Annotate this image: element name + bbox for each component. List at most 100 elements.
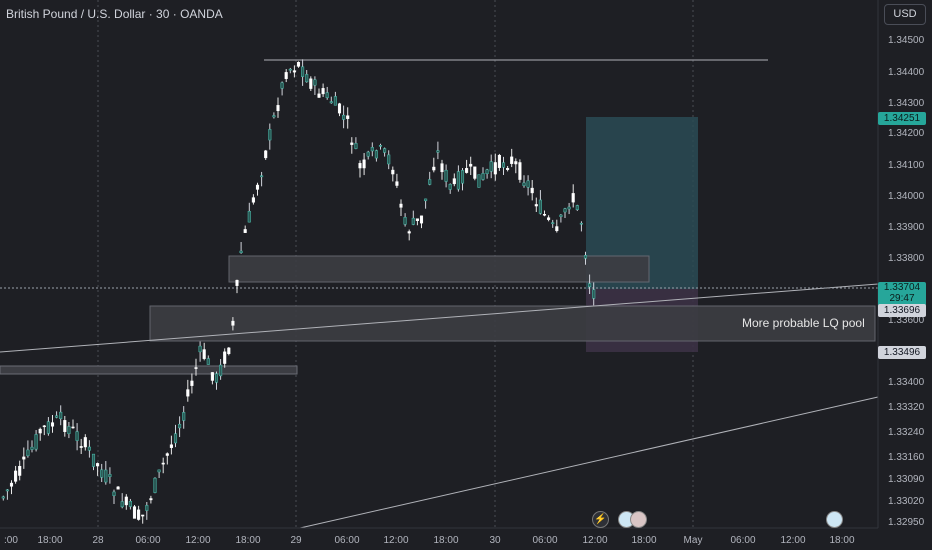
candle-body bbox=[342, 114, 346, 120]
candle-body bbox=[169, 444, 173, 448]
candle-body bbox=[120, 501, 124, 508]
candle-body bbox=[346, 115, 350, 119]
candles-group bbox=[1, 59, 596, 524]
upper-zone-box[interactable] bbox=[228, 255, 650, 283]
candle-body bbox=[477, 174, 481, 188]
candle-body bbox=[178, 423, 182, 429]
candle-body bbox=[42, 425, 46, 428]
mid-level-tag: 1.33696 bbox=[878, 304, 926, 317]
candle-body bbox=[202, 349, 206, 359]
candle-body bbox=[485, 169, 489, 174]
candle-body bbox=[440, 163, 444, 173]
candle-body bbox=[264, 150, 268, 159]
x-tick-label: :00 bbox=[4, 535, 18, 546]
candle-body bbox=[83, 437, 87, 448]
candle-body bbox=[592, 289, 596, 299]
y-tick-label: 1.33090 bbox=[888, 474, 925, 485]
candle-body bbox=[538, 199, 542, 214]
currency-button[interactable]: USD bbox=[884, 4, 926, 25]
candle-body bbox=[186, 389, 190, 397]
candle-body bbox=[444, 169, 448, 182]
candle-body bbox=[194, 367, 198, 369]
candle-body bbox=[387, 154, 391, 165]
candle-body bbox=[428, 179, 432, 185]
candle-body bbox=[559, 214, 563, 217]
candle-body bbox=[206, 358, 210, 365]
candle-body bbox=[383, 148, 387, 153]
candle-body bbox=[391, 169, 395, 175]
lq-pool-annotation[interactable]: More probable LQ pool bbox=[742, 316, 865, 330]
x-tick-label: 12:00 bbox=[185, 535, 210, 546]
candle-body bbox=[489, 161, 493, 172]
candle-body bbox=[329, 101, 333, 104]
candle-body bbox=[124, 496, 128, 506]
candle-body bbox=[231, 320, 235, 326]
trendline-lower[interactable] bbox=[299, 396, 879, 529]
candle-body bbox=[14, 470, 18, 482]
candle-body bbox=[481, 173, 485, 180]
countdown-timer: 29:47 bbox=[889, 293, 915, 304]
candle-body bbox=[87, 446, 91, 451]
candle-body bbox=[419, 215, 424, 224]
candle-body bbox=[292, 70, 296, 73]
candle-body bbox=[333, 96, 337, 106]
candle-body bbox=[534, 204, 538, 207]
x-tick-label: 06:00 bbox=[532, 535, 557, 546]
candle-body bbox=[5, 489, 9, 492]
candle-body bbox=[514, 161, 518, 165]
chart-title: British Pound / U.S. Dollar · 30 · OANDA bbox=[6, 7, 223, 21]
y-tick-label: 1.34400 bbox=[888, 67, 925, 78]
candle-body bbox=[104, 469, 108, 483]
candle-body bbox=[75, 431, 79, 441]
candle-body bbox=[182, 412, 186, 421]
candle-body bbox=[337, 103, 342, 114]
candle-body bbox=[501, 162, 506, 168]
candle-body bbox=[399, 203, 403, 208]
left-zone-box[interactable] bbox=[0, 365, 298, 375]
candle-body bbox=[280, 82, 284, 89]
y-tick-label: 1.33400 bbox=[888, 377, 925, 388]
y-tick-label: 1.34500 bbox=[888, 35, 925, 46]
candle-body bbox=[579, 222, 583, 225]
candle-body bbox=[55, 415, 59, 418]
candle-body bbox=[268, 129, 272, 141]
candle-body bbox=[493, 162, 497, 175]
x-tick-label: 18:00 bbox=[37, 535, 62, 546]
candle-body bbox=[309, 78, 313, 89]
candle-body bbox=[190, 380, 194, 386]
current-price-tag: 1.33704 29:47 bbox=[878, 282, 926, 306]
bolt-icon[interactable]: ⚡ bbox=[592, 511, 609, 528]
candle-body bbox=[214, 373, 219, 383]
candle-body bbox=[116, 486, 120, 490]
x-tick-label: 18:00 bbox=[829, 535, 854, 546]
candle-body bbox=[284, 72, 288, 79]
candle-body bbox=[251, 197, 255, 203]
candle-body bbox=[452, 178, 456, 185]
candle-body bbox=[378, 145, 383, 147]
x-tick-label: 06:00 bbox=[730, 535, 755, 546]
flag-icon[interactable] bbox=[630, 511, 647, 528]
y-tick-label: 1.33900 bbox=[888, 222, 925, 233]
candle-body bbox=[235, 279, 239, 286]
x-tick-label: 30 bbox=[489, 535, 501, 546]
candle-body bbox=[63, 420, 67, 432]
candle-body bbox=[145, 505, 149, 511]
candle-body bbox=[239, 250, 243, 254]
trendline-upper[interactable] bbox=[0, 283, 879, 353]
x-tick-label: 18:00 bbox=[631, 535, 656, 546]
candle-body bbox=[370, 147, 374, 152]
candle-body bbox=[432, 166, 436, 171]
candle-body bbox=[374, 150, 378, 159]
candle-body bbox=[526, 180, 530, 188]
candle-body bbox=[358, 163, 362, 169]
candle-body bbox=[317, 93, 321, 98]
flag-icon[interactable] bbox=[826, 511, 843, 528]
candle-body bbox=[497, 154, 501, 168]
candle-body bbox=[588, 283, 592, 288]
lower-level-tag: 1.33496 bbox=[878, 346, 926, 359]
candle-body bbox=[522, 182, 526, 186]
candle-body bbox=[198, 345, 202, 353]
x-tick-label: 06:00 bbox=[135, 535, 160, 546]
candle-body bbox=[153, 477, 157, 493]
